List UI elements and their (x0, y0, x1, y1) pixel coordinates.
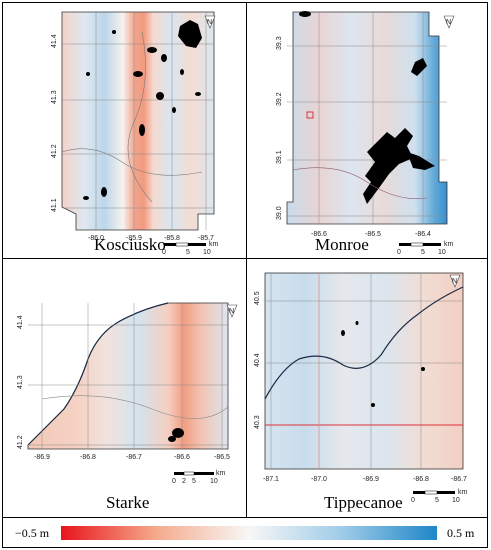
lon-tick: -86.9 (363, 476, 379, 483)
scale-bar: 0 5 10 km (411, 489, 468, 504)
svg-text:N: N (229, 308, 234, 315)
lat-tick: 41.2 (17, 435, 24, 449)
lat-tick: 39.1 (276, 150, 283, 164)
lon-tick: -86.7 (126, 454, 142, 461)
map-monroe: N 39.3 39.2 39.1 39.0 -86.6 -86.5 -86.4 … (276, 11, 455, 256)
lon-tick: -86.4 (415, 231, 431, 238)
lon-tick: -85.7 (198, 235, 214, 242)
lon-tick: -86.5 (365, 231, 381, 238)
lon-tick: -86.0 (88, 235, 104, 242)
svg-text:0: 0 (172, 478, 176, 485)
svg-text:10: 10 (452, 497, 460, 504)
svg-text:km: km (458, 489, 468, 496)
svg-text:N: N (207, 19, 212, 26)
svg-text:N: N (446, 19, 451, 26)
legend-max-label: 0.5 m (447, 526, 475, 540)
legend-min-label: −0.5 m (15, 526, 50, 540)
scale-bar: 0 2 5 10 km (172, 470, 226, 485)
lon-tick: -86.6 (174, 454, 190, 461)
county-name: Kosciusko (94, 235, 166, 254)
panel-starke: N 41.4 41.3 41.2 -86.9 -86.8 -86.7 -86.6… (2, 259, 246, 518)
scale-bar: 0 5 10 km (162, 241, 219, 256)
svg-text:5: 5 (421, 249, 425, 256)
svg-text:km: km (444, 241, 454, 248)
legend-color-bar (61, 526, 437, 540)
lon-tick: -86.8 (80, 454, 96, 461)
lon-tick: -86.9 (34, 454, 50, 461)
north-arrow: N (204, 15, 216, 29)
county-name: Starke (106, 493, 150, 512)
lon-tick: -86.7 (451, 476, 467, 483)
lat-tick: 40.4 (254, 353, 261, 367)
lon-tick: -87.0 (311, 476, 327, 483)
tippecanoe-ponds (341, 321, 425, 407)
svg-text:5: 5 (186, 249, 190, 256)
svg-text:5: 5 (192, 478, 196, 485)
panel-tippecanoe: N 40.5 40.4 40.3 -87.1 -87.0 -86.9 -86.8… (247, 259, 488, 518)
lon-tick: -85.8 (164, 235, 180, 242)
panel-divider-vertical (246, 2, 247, 518)
lat-tick: 39.0 (276, 206, 283, 220)
map-starke: N 41.4 41.3 41.2 -86.9 -86.8 -86.7 -86.6… (17, 302, 238, 485)
colorbar-legend: −0.5 m 0.5 m (2, 518, 488, 548)
svg-text:5: 5 (435, 497, 439, 504)
svg-text:km: km (216, 470, 226, 477)
lat-tick: 39.2 (276, 92, 283, 106)
scale-bar: 0 5 10 km (397, 241, 454, 256)
svg-text:0: 0 (162, 249, 166, 256)
panel-divider-horizontal (2, 258, 488, 259)
lon-tick: -86.5 (214, 454, 230, 461)
north-arrow: N (449, 274, 461, 288)
svg-text:0: 0 (411, 497, 415, 504)
lat-tick: 41.4 (51, 34, 58, 48)
lat-tick: 39.3 (276, 36, 283, 50)
svg-text:km: km (209, 241, 219, 248)
panel-monroe: N 39.3 39.2 39.1 39.0 -86.6 -86.5 -86.4 … (247, 2, 488, 258)
lat-tick: 40.3 (254, 415, 261, 429)
lon-tick: -86.8 (413, 476, 429, 483)
lat-tick: 41.3 (51, 90, 58, 104)
lat-tick: 41.2 (51, 144, 58, 158)
county-name: Monroe (315, 235, 369, 254)
lat-tick: 41.3 (17, 375, 24, 389)
svg-text:10: 10 (203, 249, 211, 256)
lat-tick: 41.1 (51, 198, 58, 212)
county-name: Tippecanoe (324, 493, 403, 512)
panel-kosciusko: N 41.4 41.3 41.2 41.1 -86.0 -85.9 -85.8 … (2, 2, 246, 258)
lat-tick: 40.5 (254, 291, 261, 305)
north-arrow: N (443, 15, 455, 29)
lon-tick: -86.6 (311, 231, 327, 238)
figure-frame (2, 2, 488, 518)
lon-tick: -85.9 (126, 235, 142, 242)
tippecanoe-raster (264, 272, 464, 470)
map-kosciusko: N 41.4 41.3 41.2 41.1 -86.0 -85.9 -85.8 … (51, 11, 219, 256)
svg-text:0: 0 (397, 249, 401, 256)
svg-text:2: 2 (182, 478, 186, 485)
lat-tick: 41.4 (17, 315, 24, 329)
north-arrow: N (226, 304, 238, 318)
kosciusko-lakes (83, 20, 202, 200)
monroe-raster (286, 11, 448, 225)
svg-text:10: 10 (438, 249, 446, 256)
svg-text:10: 10 (210, 478, 218, 485)
monroe-lake (299, 11, 435, 204)
lon-tick: -87.1 (263, 476, 279, 483)
map-tippecanoe: N 40.5 40.4 40.3 -87.1 -87.0 -86.9 -86.8… (254, 272, 468, 504)
starke-lakes (168, 428, 184, 442)
svg-text:N: N (452, 278, 457, 285)
